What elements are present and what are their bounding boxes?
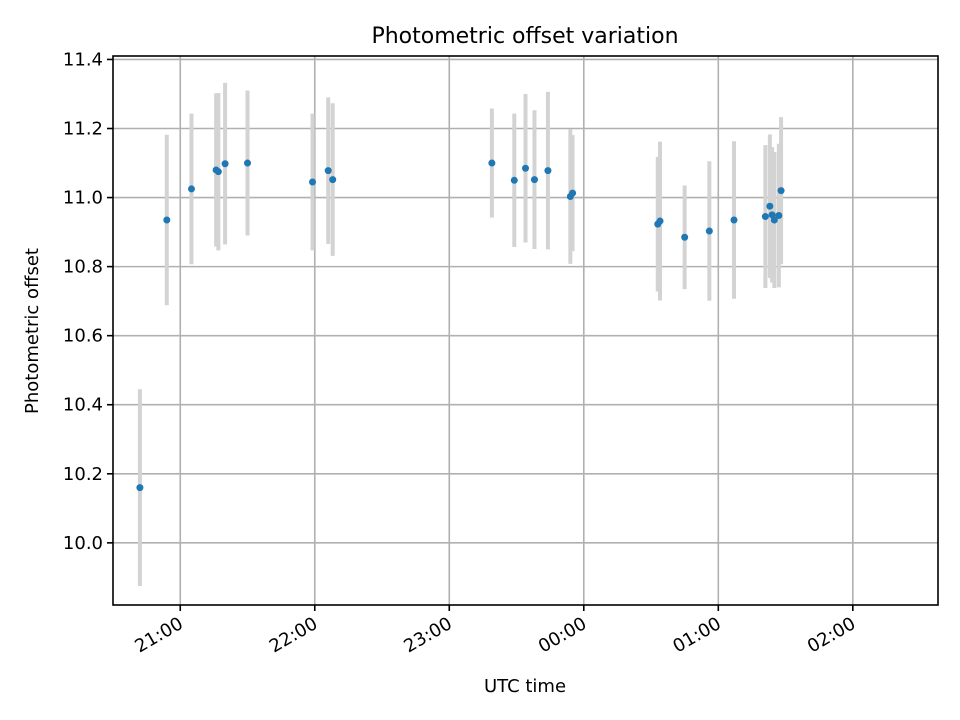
data-points xyxy=(136,159,785,492)
data-point xyxy=(324,167,332,175)
data-point xyxy=(775,212,783,220)
data-point xyxy=(244,159,252,167)
y-axis-label: Photometric offset xyxy=(22,248,43,414)
data-point xyxy=(705,227,713,235)
data-point xyxy=(136,484,144,492)
data-point xyxy=(730,216,738,224)
data-point xyxy=(656,217,664,225)
data-point xyxy=(187,185,195,193)
axis-ticks: 21:00 22:00 23:00 00:00 01:00 02:00 10.0 10.2 10… xyxy=(63,49,859,657)
x-tick-label: 01:00 xyxy=(669,613,724,657)
data-point xyxy=(329,176,337,184)
y-tick-label: 11.4 xyxy=(63,49,103,70)
y-tick-label: 10.8 xyxy=(63,257,103,278)
x-tick-label: 00:00 xyxy=(535,613,590,657)
x-tick-label: 02:00 xyxy=(804,613,859,657)
x-tick-label: 21:00 xyxy=(131,613,186,657)
data-point xyxy=(681,233,689,241)
y-tick-label: 11.2 xyxy=(63,119,103,140)
data-point xyxy=(214,168,222,176)
data-point xyxy=(221,160,229,168)
data-point xyxy=(309,178,317,186)
y-tick-label: 10.0 xyxy=(63,533,103,554)
data-point xyxy=(510,176,518,184)
data-point xyxy=(777,187,785,195)
x-tick-label: 23:00 xyxy=(400,613,455,657)
data-point xyxy=(544,167,552,175)
y-tick-label: 10.6 xyxy=(63,326,103,347)
data-point xyxy=(522,164,529,172)
data-point xyxy=(761,213,769,221)
data-point xyxy=(770,216,778,224)
y-tick-label: 10.4 xyxy=(63,395,103,416)
chart-title: Photometric offset variation xyxy=(371,24,678,49)
plot-frame xyxy=(112,55,939,606)
y-tick-label: 10.2 xyxy=(63,464,103,485)
x-tick-label: 22:00 xyxy=(266,613,321,657)
data-point xyxy=(766,202,774,210)
data-point xyxy=(163,216,171,224)
error-bars xyxy=(137,82,784,587)
data-point xyxy=(569,189,577,197)
data-point xyxy=(530,176,538,184)
data-point xyxy=(488,159,496,167)
x-axis-label: UTC time xyxy=(484,676,566,697)
y-tick-label: 11.0 xyxy=(63,188,103,209)
